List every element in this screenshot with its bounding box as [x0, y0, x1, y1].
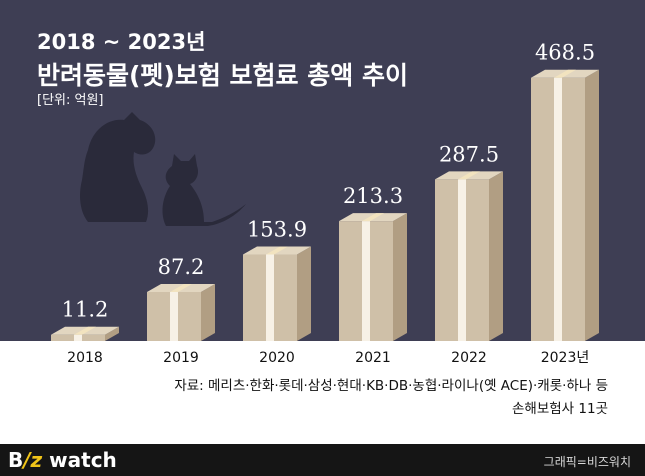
bar-top-strap [554, 69, 576, 78]
value-label: 153.9 [247, 218, 307, 242]
chart-title: 반려동물(펫)보험 보험료 총액 추이 [37, 61, 408, 90]
pet-silhouette-icon [80, 112, 246, 226]
bar-side [201, 283, 215, 341]
bar-side [105, 326, 119, 341]
value-label: 11.2 [62, 298, 109, 322]
chart-period: 2018 ~ 2023년 [37, 30, 206, 54]
bar-strap [170, 291, 178, 341]
bar-top-strap [362, 213, 384, 222]
bar-top-strap [170, 283, 192, 292]
dog-icon [80, 112, 156, 222]
value-label: 213.3 [343, 184, 403, 208]
x-tick-label: 2019 [163, 350, 199, 366]
footer-bar: B/z watch 그래픽=비즈워치 [0, 444, 645, 476]
bar-strap [362, 221, 370, 341]
bar-side [489, 171, 503, 341]
bizwatch-logo: B/z watch [8, 448, 117, 472]
bar-top-strap [458, 171, 480, 180]
value-label: 287.5 [439, 142, 499, 166]
x-tick-label: 2022 [451, 350, 487, 366]
x-tick-label: 2021 [355, 350, 391, 366]
chart-unit: [단위: 억원] [37, 93, 104, 108]
bar-side [585, 69, 599, 341]
source-note-line1: 자료: 메리츠·한화·롯데·삼성·현대·KB·DB·농협·라이나(옛 ACE)·… [174, 378, 608, 394]
graphic-credit: 그래픽=비즈워치 [543, 455, 631, 469]
bar-side [297, 246, 311, 341]
x-tick-label: 2018 [67, 350, 103, 366]
x-tick-label: 2023년 [541, 350, 590, 366]
x-tick-label: 2020 [259, 350, 295, 366]
value-label: 468.5 [535, 41, 595, 65]
bar-side [393, 213, 407, 341]
cat-icon [162, 154, 246, 226]
bar-top-strap [266, 246, 288, 255]
bar-strap [266, 254, 274, 341]
bar-chart: 11.2 2018 87.2 2019 153.9 2020 213.3 2021 287.5 2… [51, 41, 599, 366]
axis-band [0, 341, 645, 444]
bar-strap [458, 179, 466, 341]
bar-strap [554, 77, 562, 341]
value-label: 87.2 [158, 255, 205, 279]
bar-strap [74, 334, 82, 341]
bar-top-strap [74, 326, 96, 335]
source-note-line2: 손해보험사 11곳 [512, 401, 608, 417]
